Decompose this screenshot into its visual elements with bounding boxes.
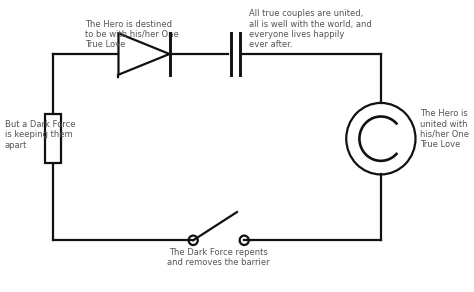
Text: The Hero is destined
to be with his/her One
True Love: The Hero is destined to be with his/her … (85, 20, 179, 49)
Text: The Hero is
united with
his/her One
True Love: The Hero is united with his/her One True… (420, 109, 469, 150)
Bar (45, 114, 61, 163)
Text: All true couples are united,
all is well with the world, and
everyone lives happ: All true couples are united, all is well… (249, 9, 372, 49)
Text: The Dark Force repents
and removes the barrier: The Dark Force repents and removes the b… (167, 248, 270, 267)
Polygon shape (118, 33, 170, 75)
Text: But a Dark Force
is keeping them
apart: But a Dark Force is keeping them apart (5, 120, 75, 150)
